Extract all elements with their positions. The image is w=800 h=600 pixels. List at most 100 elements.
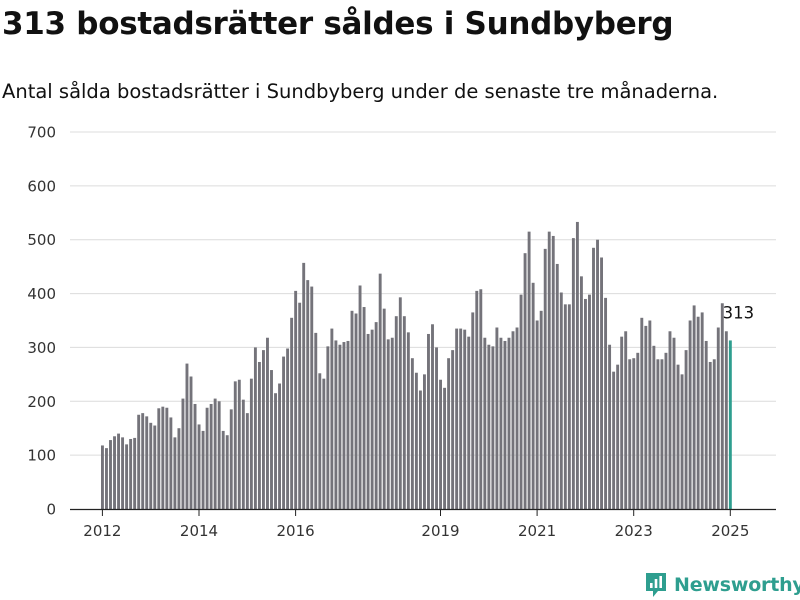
x-tick-label: 2014 [180, 522, 218, 540]
bar [535, 320, 539, 509]
bar [334, 340, 338, 509]
bar [225, 435, 229, 509]
bar [330, 328, 334, 509]
bar [600, 257, 603, 509]
bar-chart: 0 100 200 300 400 500 600 700 2012 2014 2016 2019 20… [27, 124, 776, 540]
bar [479, 289, 483, 509]
bar [197, 424, 201, 509]
bar [141, 413, 145, 509]
x-tick-label: 2012 [83, 522, 121, 540]
bar [205, 407, 209, 509]
bar [382, 308, 386, 509]
bar [193, 403, 197, 509]
bar [696, 316, 700, 509]
bar [241, 399, 245, 509]
bar [495, 327, 499, 509]
bar [290, 317, 294, 509]
bar [245, 413, 249, 509]
bar [257, 361, 261, 509]
bar [209, 403, 213, 509]
bar [523, 253, 527, 509]
y-tick-label: 700 [27, 124, 56, 142]
bar [266, 337, 269, 509]
bar [358, 285, 362, 509]
bar [543, 248, 547, 509]
bar [636, 352, 640, 509]
bar [596, 239, 599, 509]
bar [173, 437, 177, 509]
bar [628, 359, 632, 509]
bar [346, 340, 350, 509]
bar [431, 324, 434, 509]
bar [101, 445, 104, 509]
bar [467, 336, 471, 509]
bar [125, 444, 129, 509]
bar [700, 312, 704, 509]
bar [270, 370, 273, 509]
x-tick-label: 2021 [518, 522, 556, 540]
bar [342, 342, 346, 509]
bar [567, 304, 571, 509]
bar [620, 336, 624, 509]
bar [608, 344, 612, 509]
y-tick-label: 100 [27, 447, 56, 465]
bar [447, 358, 451, 509]
bar [362, 307, 366, 509]
bar [177, 428, 181, 509]
bar [161, 406, 165, 509]
bar [217, 401, 221, 509]
bar [724, 331, 728, 509]
bar [310, 286, 314, 509]
bar [153, 425, 157, 509]
bar [584, 298, 587, 509]
y-tick-label: 300 [27, 339, 56, 357]
bar [692, 305, 696, 509]
bar [157, 408, 161, 509]
bar [716, 327, 720, 509]
bar [684, 350, 688, 509]
newsworthy-logo-icon [646, 573, 666, 597]
bar [443, 387, 447, 509]
bar [314, 332, 318, 509]
bar [664, 352, 668, 509]
bar [165, 407, 169, 509]
bar [302, 262, 306, 509]
bar [414, 372, 418, 509]
bar [189, 376, 193, 509]
bar [511, 331, 515, 509]
bar [527, 231, 531, 509]
bar [262, 350, 265, 509]
chart-subtitle: Antal sålda bostadsrätter i Sundbyberg u… [2, 80, 719, 103]
bar [507, 337, 511, 509]
bar [616, 364, 620, 509]
bar [632, 358, 636, 509]
bar [475, 290, 479, 509]
bar [237, 379, 241, 509]
bar [394, 316, 398, 509]
bar [672, 337, 676, 509]
bar [427, 333, 430, 509]
bar [680, 374, 684, 509]
bar [350, 310, 354, 509]
bar [109, 440, 112, 509]
bar [410, 358, 414, 509]
bar [374, 322, 378, 509]
bar [563, 304, 567, 509]
highlighted-bar [728, 340, 732, 509]
bar [491, 346, 495, 509]
y-tick-label: 500 [27, 231, 56, 249]
bar [451, 350, 455, 509]
bar [253, 347, 257, 509]
y-tick-label: 400 [27, 285, 56, 303]
bar [571, 238, 575, 509]
bar [145, 416, 149, 509]
bar [378, 273, 382, 509]
bar [471, 312, 475, 509]
newsworthy-logo: Newsworthy [644, 570, 800, 600]
bar [282, 356, 286, 509]
bar [463, 329, 467, 509]
bar [455, 328, 459, 509]
bar [233, 381, 237, 509]
bar [137, 414, 141, 509]
bar [274, 393, 277, 509]
